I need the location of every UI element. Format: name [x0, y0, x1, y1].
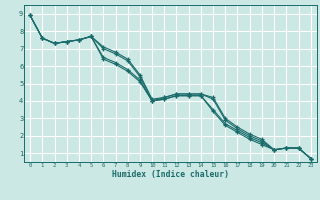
- X-axis label: Humidex (Indice chaleur): Humidex (Indice chaleur): [112, 170, 229, 179]
